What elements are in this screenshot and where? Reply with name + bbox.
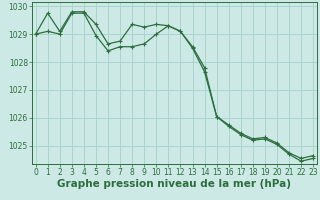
X-axis label: Graphe pression niveau de la mer (hPa): Graphe pression niveau de la mer (hPa) <box>57 179 292 189</box>
